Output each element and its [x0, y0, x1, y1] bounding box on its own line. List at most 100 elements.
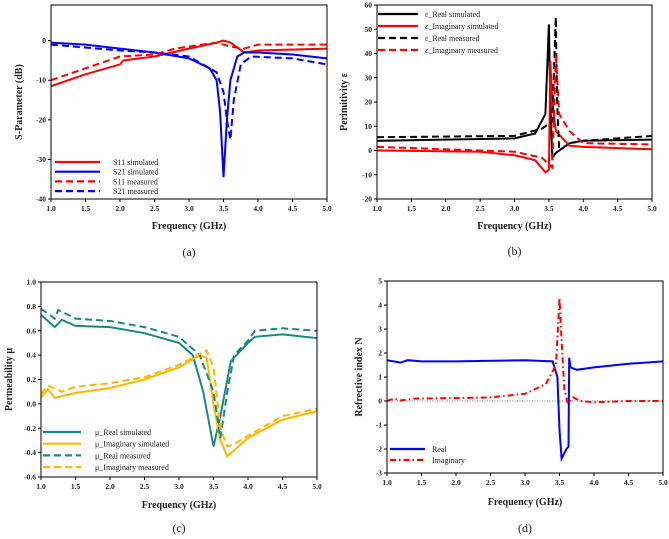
- plot-frame: [386, 280, 664, 474]
- x-tick-label: 3.0: [184, 204, 194, 213]
- y-tick-label: -3: [376, 469, 382, 478]
- y-axis-label: S-Parameter (dB): [14, 64, 25, 140]
- series-line-1: [51, 41, 327, 178]
- x-tick-label: 3.0: [520, 478, 530, 487]
- x-tick-label: 3.0: [510, 204, 520, 213]
- legend-label: Imaginary: [432, 456, 465, 465]
- y-axis-label: Permeability μ: [4, 348, 15, 411]
- y-tick-label: 40: [365, 49, 373, 58]
- y-tick-label: 0: [378, 397, 382, 406]
- panel-caption: (c): [172, 521, 185, 535]
- y-axis-label: Refrective index N: [354, 337, 365, 417]
- x-tick-label: 4.5: [624, 478, 634, 487]
- plot-frame: [50, 4, 328, 200]
- x-tick-label: 1.5: [81, 204, 91, 213]
- legend-label: ε_Imaginary simulated: [425, 22, 498, 31]
- x-tick-label: 3.5: [555, 478, 565, 487]
- x-tick-label: 2.5: [486, 478, 496, 487]
- x-tick-label: 2.5: [140, 482, 150, 491]
- plot-frame: [376, 4, 653, 200]
- x-tick-label: 1.5: [407, 204, 417, 213]
- x-tick-label: 3.5: [209, 482, 219, 491]
- panel-d: Real Imaginary 1.0 1.5 2.0 2.5 3.0 3.5 4.0 4.5 5.0…: [354, 277, 668, 536]
- legend-label: ε_Real simulated: [425, 10, 480, 19]
- x-tick-label: 4.5: [278, 482, 288, 491]
- x-tick-label: 4.5: [288, 204, 298, 213]
- x-tick-label: 1.0: [46, 204, 56, 213]
- y-tick-label: -20: [36, 115, 46, 124]
- series-line-2: [377, 17, 652, 153]
- series-line-1: [377, 60, 652, 174]
- x-tick-label: 1.0: [36, 482, 46, 491]
- y-axis-label: Perimitivity ε: [339, 72, 350, 131]
- panel-c: μ_Real simulated μ_Imaginary simulated μ_R…: [4, 278, 322, 536]
- x-tick-label: 5.0: [312, 482, 322, 491]
- panel-caption: (b): [508, 244, 522, 258]
- x-tick-label: 3.5: [219, 204, 229, 213]
- legend-label: μ_Real measured: [95, 451, 151, 460]
- series-line-0: [387, 357, 663, 463]
- legend-label: μ_Real simulated: [95, 428, 151, 437]
- y-tick-label: 10: [365, 122, 373, 131]
- legend-label: S11 simulated: [113, 158, 158, 167]
- y-tick-label: 0: [368, 146, 372, 155]
- y-tick-label: 0.4: [27, 351, 37, 360]
- series-line-0: [51, 39, 327, 88]
- series-line-3: [51, 43, 327, 140]
- legend-label: S21 measured: [113, 187, 158, 196]
- panel-caption: (a): [182, 245, 195, 259]
- y-tick-label: 1.0: [27, 278, 37, 287]
- series-line-0: [377, 24, 652, 161]
- y-tick-label: 0.8: [27, 302, 37, 311]
- x-tick-label: 2.0: [105, 482, 115, 491]
- x-tick-label: 4.0: [579, 204, 589, 213]
- series-line-2: [51, 41, 327, 82]
- x-tick-label: 2.0: [441, 204, 451, 213]
- x-tick-label: 4.5: [613, 204, 623, 213]
- legend-label: S11 measured: [113, 177, 158, 186]
- legend-label: S21 simulated: [113, 168, 159, 177]
- legend-label: Real: [432, 445, 447, 454]
- y-tick-label: 3: [378, 325, 382, 334]
- y-tick-label: 4: [378, 301, 382, 310]
- x-tick-label: 4.0: [253, 204, 263, 213]
- legend-label: μ_Imaginary measured: [95, 463, 169, 472]
- y-tick-label: -0.4: [24, 448, 36, 457]
- y-tick-label: -0.6: [24, 473, 36, 482]
- x-tick-label: 5.0: [658, 478, 668, 487]
- x-tick-label: 5.0: [647, 204, 657, 213]
- y-tick-label: 30: [365, 73, 373, 82]
- y-tick-label: 50: [365, 25, 373, 34]
- x-tick-label: 2.0: [115, 204, 125, 213]
- panel-b: ε_Real simulated ε_Imaginary simulated ε_R…: [339, 1, 657, 259]
- series-line-1: [41, 353, 317, 458]
- series-line-1: [387, 297, 663, 406]
- y-tick-label: 2: [378, 349, 382, 358]
- y-tick-label: 0.0: [27, 399, 37, 408]
- y-tick-label: 0.6: [27, 326, 37, 335]
- y-tick-label: -0.2: [24, 424, 36, 433]
- x-tick-label: 2.5: [475, 204, 485, 213]
- legend-label: ε_Real measured: [425, 34, 480, 43]
- y-tick-label: -10: [36, 76, 46, 85]
- legend-label: ε_Imaginary measured: [425, 46, 498, 55]
- y-tick-label: -1: [376, 421, 382, 430]
- x-tick-label: 1.5: [71, 482, 81, 491]
- y-tick-label: 0.2: [27, 375, 37, 384]
- plot-frame: [40, 281, 318, 478]
- y-tick-label: -2: [376, 445, 382, 454]
- series-line-3: [377, 53, 652, 170]
- x-axis-label: Frequency (GHz): [477, 221, 552, 232]
- x-axis-label: Frequency (GHz): [488, 497, 563, 508]
- series-line-0: [41, 314, 317, 447]
- x-tick-label: 1.5: [417, 478, 427, 487]
- series-line-2: [41, 307, 317, 439]
- y-tick-label: 60: [365, 1, 373, 10]
- x-axis-label: Frequency (GHz): [152, 221, 227, 232]
- x-tick-label: 5.0: [322, 204, 332, 213]
- y-tick-label: -10: [362, 170, 372, 179]
- y-tick-label: 5: [378, 277, 382, 286]
- y-tick-label: 0: [42, 36, 46, 45]
